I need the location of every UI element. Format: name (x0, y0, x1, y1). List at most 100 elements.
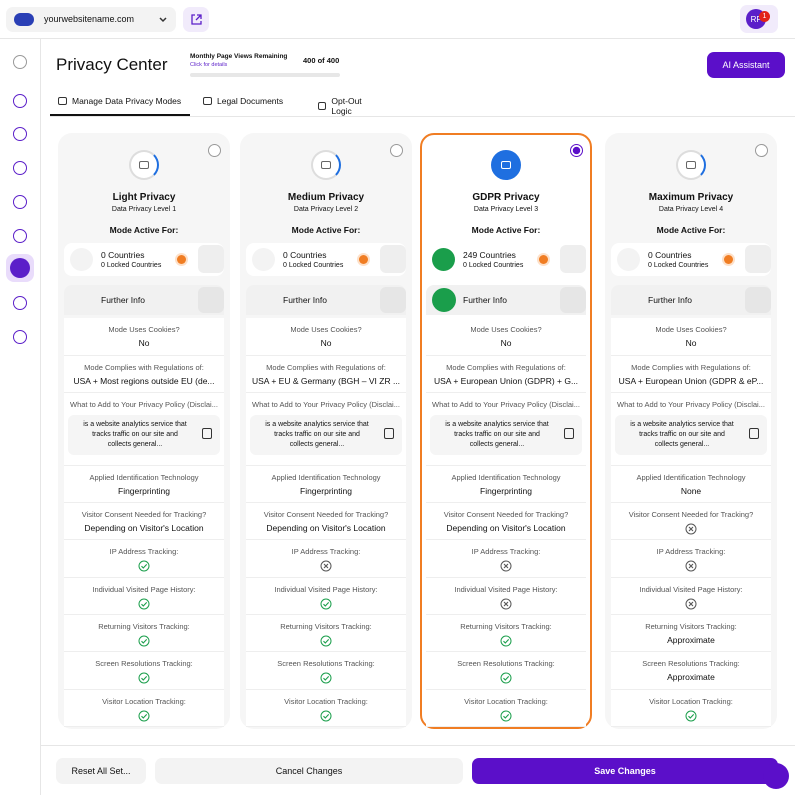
countries: 0 Countries (101, 250, 145, 260)
row-value: Depending on Visitor's Location (266, 523, 386, 533)
collapse-button[interactable] (198, 287, 224, 313)
external-link[interactable] (183, 7, 209, 32)
radio[interactable] (570, 144, 583, 157)
tab-icon (203, 97, 212, 105)
row-label: IP Address Tracking: (109, 547, 179, 556)
info-row: Visitor Location Tracking: (246, 690, 406, 727)
row-value: Fingerprinting (300, 486, 352, 496)
countries-box[interactable]: 0 Countries 0 Locked Countries (64, 243, 224, 276)
expand-button[interactable] (198, 245, 224, 273)
radio[interactable] (755, 144, 768, 157)
mode-icon (676, 150, 706, 180)
nav-icon[interactable] (13, 330, 27, 344)
nav-icon[interactable] (13, 94, 27, 108)
countries: 249 Countries (463, 250, 516, 260)
info-row: IP Address Tracking: (246, 540, 406, 578)
nav-icon[interactable] (13, 195, 27, 209)
expand-button[interactable] (560, 245, 586, 273)
row-value: Depending on Visitor's Location (84, 523, 204, 533)
collapse-button[interactable] (380, 287, 406, 313)
tab-icon (318, 102, 327, 110)
info-row: Visitor Consent Needed for Tracking? Depe… (246, 503, 406, 540)
user-menu[interactable]: RF 1 (740, 5, 778, 33)
row-label: Mode Uses Cookies? (108, 325, 180, 334)
info-row: Mode Uses Cookies? No (426, 318, 586, 356)
countries-box[interactable]: 249 Countries 0 Locked Countries (426, 243, 586, 276)
further-info[interactable]: Further Info (246, 285, 406, 315)
reset-button[interactable]: Reset All Set... (56, 758, 146, 784)
further-info[interactable]: Further Info (64, 285, 224, 315)
card-title: Medium Privacy (287, 192, 365, 203)
nav-active[interactable] (6, 254, 34, 282)
info-row: Mode Uses Cookies? No (611, 318, 771, 356)
nav-icon[interactable] (13, 55, 27, 69)
save-button[interactable]: Save Changes (472, 758, 778, 784)
check-icon (426, 671, 586, 689)
info-row: Screen Resolutions Tracking: (64, 652, 224, 690)
nav-icon[interactable] (13, 127, 27, 141)
info-row: Mode Complies with Regulations of: USA + … (64, 356, 224, 393)
collapse-button[interactable] (560, 287, 586, 313)
expand-button[interactable] (745, 245, 771, 273)
row-label: Screen Resolutions Tracking: (95, 659, 193, 668)
row-label: Visitor Consent Needed for Tracking? (443, 510, 569, 519)
collapse-button[interactable] (745, 287, 771, 313)
divider (41, 745, 795, 746)
cross-icon (611, 559, 771, 577)
privacy-card[interactable]: Medium Privacy Data Privacy Level 2 Mode A… (240, 133, 412, 729)
copy-button[interactable] (202, 428, 212, 439)
status-dot (177, 255, 186, 264)
nav-icon[interactable] (13, 161, 27, 175)
ai-assistant-button[interactable]: AI Assistant (707, 52, 785, 78)
countries-box[interactable]: 0 Countries 0 Locked Countries (246, 243, 406, 276)
nav-icon[interactable] (13, 296, 27, 310)
info-row: Screen Resolutions Tracking: Approximate (611, 652, 771, 690)
check-icon (246, 671, 406, 689)
info-row: Visitor Location Tracking: (64, 690, 224, 727)
site-selector[interactable]: yourwebsitename.com (6, 7, 176, 32)
info-row: Applied Identification Technology Fingerp… (64, 466, 224, 503)
row-label: Mode Complies with Regulations of: (631, 363, 751, 372)
info-row: IP Address Tracking: (611, 540, 771, 578)
check-icon (64, 559, 224, 577)
further-info[interactable]: Further Info (426, 285, 586, 315)
check-icon (246, 634, 406, 652)
copy-button[interactable] (564, 428, 574, 439)
expand-button[interactable] (380, 245, 406, 273)
info-row: What to Add to Your Privacy Policy (Disc… (64, 393, 224, 466)
info-row: Applied Identification Technology None (611, 466, 771, 503)
row-label: IP Address Tracking: (656, 547, 726, 556)
row-value: Fingerprinting (480, 486, 532, 496)
info-row: Mode Complies with Regulations of: USA + … (611, 356, 771, 393)
nav-icon[interactable] (13, 229, 27, 243)
row-label: Returning Visitors Tracking: (280, 622, 372, 631)
tab-label: Manage Data Privacy Modes (72, 96, 182, 106)
radio[interactable] (208, 144, 221, 157)
info-row: Applied Identification Technology Fingerp… (246, 466, 406, 503)
locked-countries: 0 Locked Countries (648, 262, 709, 269)
countries: 0 Countries (648, 250, 692, 260)
row-value: No (500, 338, 512, 348)
row-label: Mode Complies with Regulations of: (84, 363, 204, 372)
row-label: Individual Visited Page History: (639, 585, 743, 594)
privacy-card[interactable]: Maximum Privacy Data Privacy Level 4 Mode … (605, 133, 777, 729)
status-dot (724, 255, 733, 264)
radio[interactable] (390, 144, 403, 157)
privacy-card[interactable]: GDPR Privacy Data Privacy Level 3 Mode Act… (420, 133, 592, 729)
locked-countries: 0 Locked Countries (463, 262, 524, 269)
cancel-button[interactable]: Cancel Changes (155, 758, 463, 784)
views-link[interactable]: Click for details (190, 62, 228, 68)
tab[interactable]: Manage Data Privacy Modes (58, 96, 181, 106)
privacy-card[interactable]: Light Privacy Data Privacy Level 1 Mode Ac… (58, 133, 230, 729)
tab[interactable]: Opt-Out Logic (318, 96, 380, 116)
copy-button[interactable] (384, 428, 394, 439)
row-value: No (320, 338, 332, 348)
chat-button[interactable] (763, 763, 789, 789)
countries-box[interactable]: 0 Countries 0 Locked Countries (611, 243, 771, 276)
row-label: Visitor Location Tracking: (284, 697, 368, 706)
copy-button[interactable] (749, 428, 759, 439)
further-info[interactable]: Further Info (611, 285, 771, 315)
countries-icon (70, 248, 93, 271)
row-label: Individual Visited Page History: (274, 585, 378, 594)
tab[interactable]: Legal Documents (203, 96, 283, 106)
